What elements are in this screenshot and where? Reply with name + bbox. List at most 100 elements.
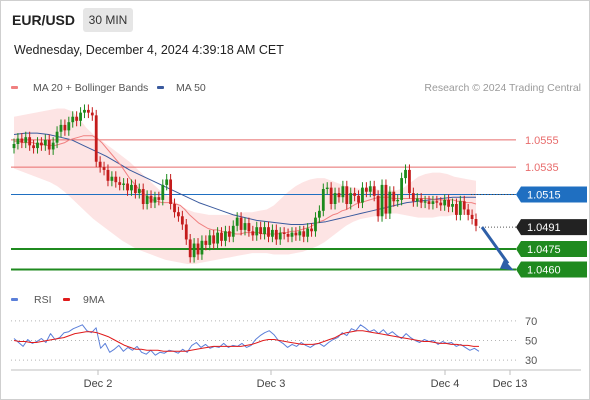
candles-layer (12, 104, 478, 263)
rsi-tick-70: 70 (525, 316, 537, 328)
candle-body (278, 232, 282, 240)
candle-body (404, 169, 407, 179)
ma20-legend-swatch (11, 86, 18, 89)
candle-body (337, 193, 341, 198)
rsi-legend-label: RSI (34, 294, 52, 306)
candle-body (451, 204, 454, 207)
candle-body (423, 201, 427, 203)
candle-body (462, 201, 466, 210)
candle-body (32, 145, 35, 149)
candle-body (314, 217, 317, 232)
candle-body (98, 161, 102, 168)
timeframe-button[interactable]: 30 MIN (83, 8, 133, 32)
candle-body (173, 204, 176, 213)
candle-body (200, 240, 204, 255)
candle-body (435, 201, 439, 203)
candle-body (310, 228, 313, 232)
candle-body (196, 243, 200, 255)
candle-body (302, 231, 306, 237)
candle-body (286, 234, 290, 237)
candle-body (12, 144, 16, 149)
rsi-legend-swatch (11, 298, 18, 301)
candle-body (384, 184, 388, 214)
candle-body (145, 195, 149, 204)
rsi-panel: 70 50 30 (11, 316, 537, 367)
candle-body (126, 183, 129, 191)
rsi-ma-line (13, 330, 479, 352)
candle-body (419, 198, 423, 203)
candle-body (216, 232, 219, 244)
rsi-line (13, 324, 480, 356)
chart-credit: Research © 2024 Trading Central (424, 82, 581, 94)
candle-body (455, 204, 458, 215)
candle-body (231, 225, 235, 237)
candle-body (329, 187, 333, 204)
candle-body (239, 217, 243, 230)
candle-body (325, 187, 329, 189)
chart-datetime: Wednesday, December 4, 2024 4:39:18 AM C… (14, 43, 284, 57)
candle-body (263, 227, 266, 234)
candle-body (83, 109, 86, 113)
candle-body (470, 214, 474, 219)
candle-body (267, 227, 270, 237)
current-price-badge (516, 219, 587, 236)
candle-body (392, 191, 396, 202)
candle-body (43, 139, 47, 146)
support-badge-text-1.0475: 1.0475 (527, 244, 561, 256)
candle-body (90, 112, 94, 116)
candle-body (137, 189, 141, 194)
candle-body (411, 193, 415, 202)
candle-body (47, 139, 51, 150)
resistance-label-1.0555: 1.0555 (525, 135, 559, 147)
candle-body (180, 216, 184, 225)
candle-body (106, 169, 110, 181)
candle-body (204, 240, 208, 245)
candle-body (321, 189, 325, 211)
ma50-legend-label: MA 50 (176, 82, 206, 94)
ma20-legend-label: MA 20 + Bollinger Bands (33, 82, 148, 94)
x-axis-labels: Dec 2 Dec 3 Dec 4 Dec 13 (84, 370, 527, 390)
ma50-line (13, 132, 476, 225)
forecast-arrow-shaft (480, 226, 510, 265)
resistance-label-1.0535: 1.0535 (525, 162, 559, 174)
candle-body (63, 124, 67, 131)
candle-body (157, 197, 161, 200)
candle-body (408, 169, 411, 194)
candle-body (122, 183, 126, 185)
candle-body (67, 122, 71, 131)
price-levels-layer (11, 139, 516, 271)
candle-body (28, 137, 32, 146)
candle-body (274, 229, 278, 240)
candle-body (24, 137, 28, 143)
candle-body (118, 182, 122, 185)
candle-body (251, 231, 255, 236)
candle-body (368, 186, 372, 192)
candle-body (224, 231, 227, 241)
candle-body (102, 167, 106, 170)
candle-body (169, 179, 173, 204)
candle-body (294, 232, 298, 236)
bollinger-band (14, 108, 476, 264)
current-price-text: 1.0491 (527, 222, 561, 234)
candle-body (443, 199, 447, 206)
support-badge-1.0460 (516, 261, 587, 278)
candle-body (282, 232, 286, 234)
candle-body (133, 184, 137, 194)
candle-body (345, 186, 349, 204)
candle-body (353, 193, 357, 196)
candle-body (184, 224, 188, 240)
candle-body (298, 231, 302, 236)
candle-body (431, 201, 435, 204)
candle-body (86, 109, 90, 113)
ma50-legend-swatch (157, 86, 164, 89)
candle-body (357, 195, 360, 203)
candle-body (396, 199, 400, 202)
forecast-arrow-layer (480, 226, 514, 271)
candle-body (271, 229, 274, 237)
candle-body (59, 124, 63, 132)
candle-body (235, 217, 239, 226)
candle-body (400, 178, 404, 200)
x-label-Dec 3: Dec 3 (257, 378, 286, 390)
candle-body (165, 179, 169, 185)
